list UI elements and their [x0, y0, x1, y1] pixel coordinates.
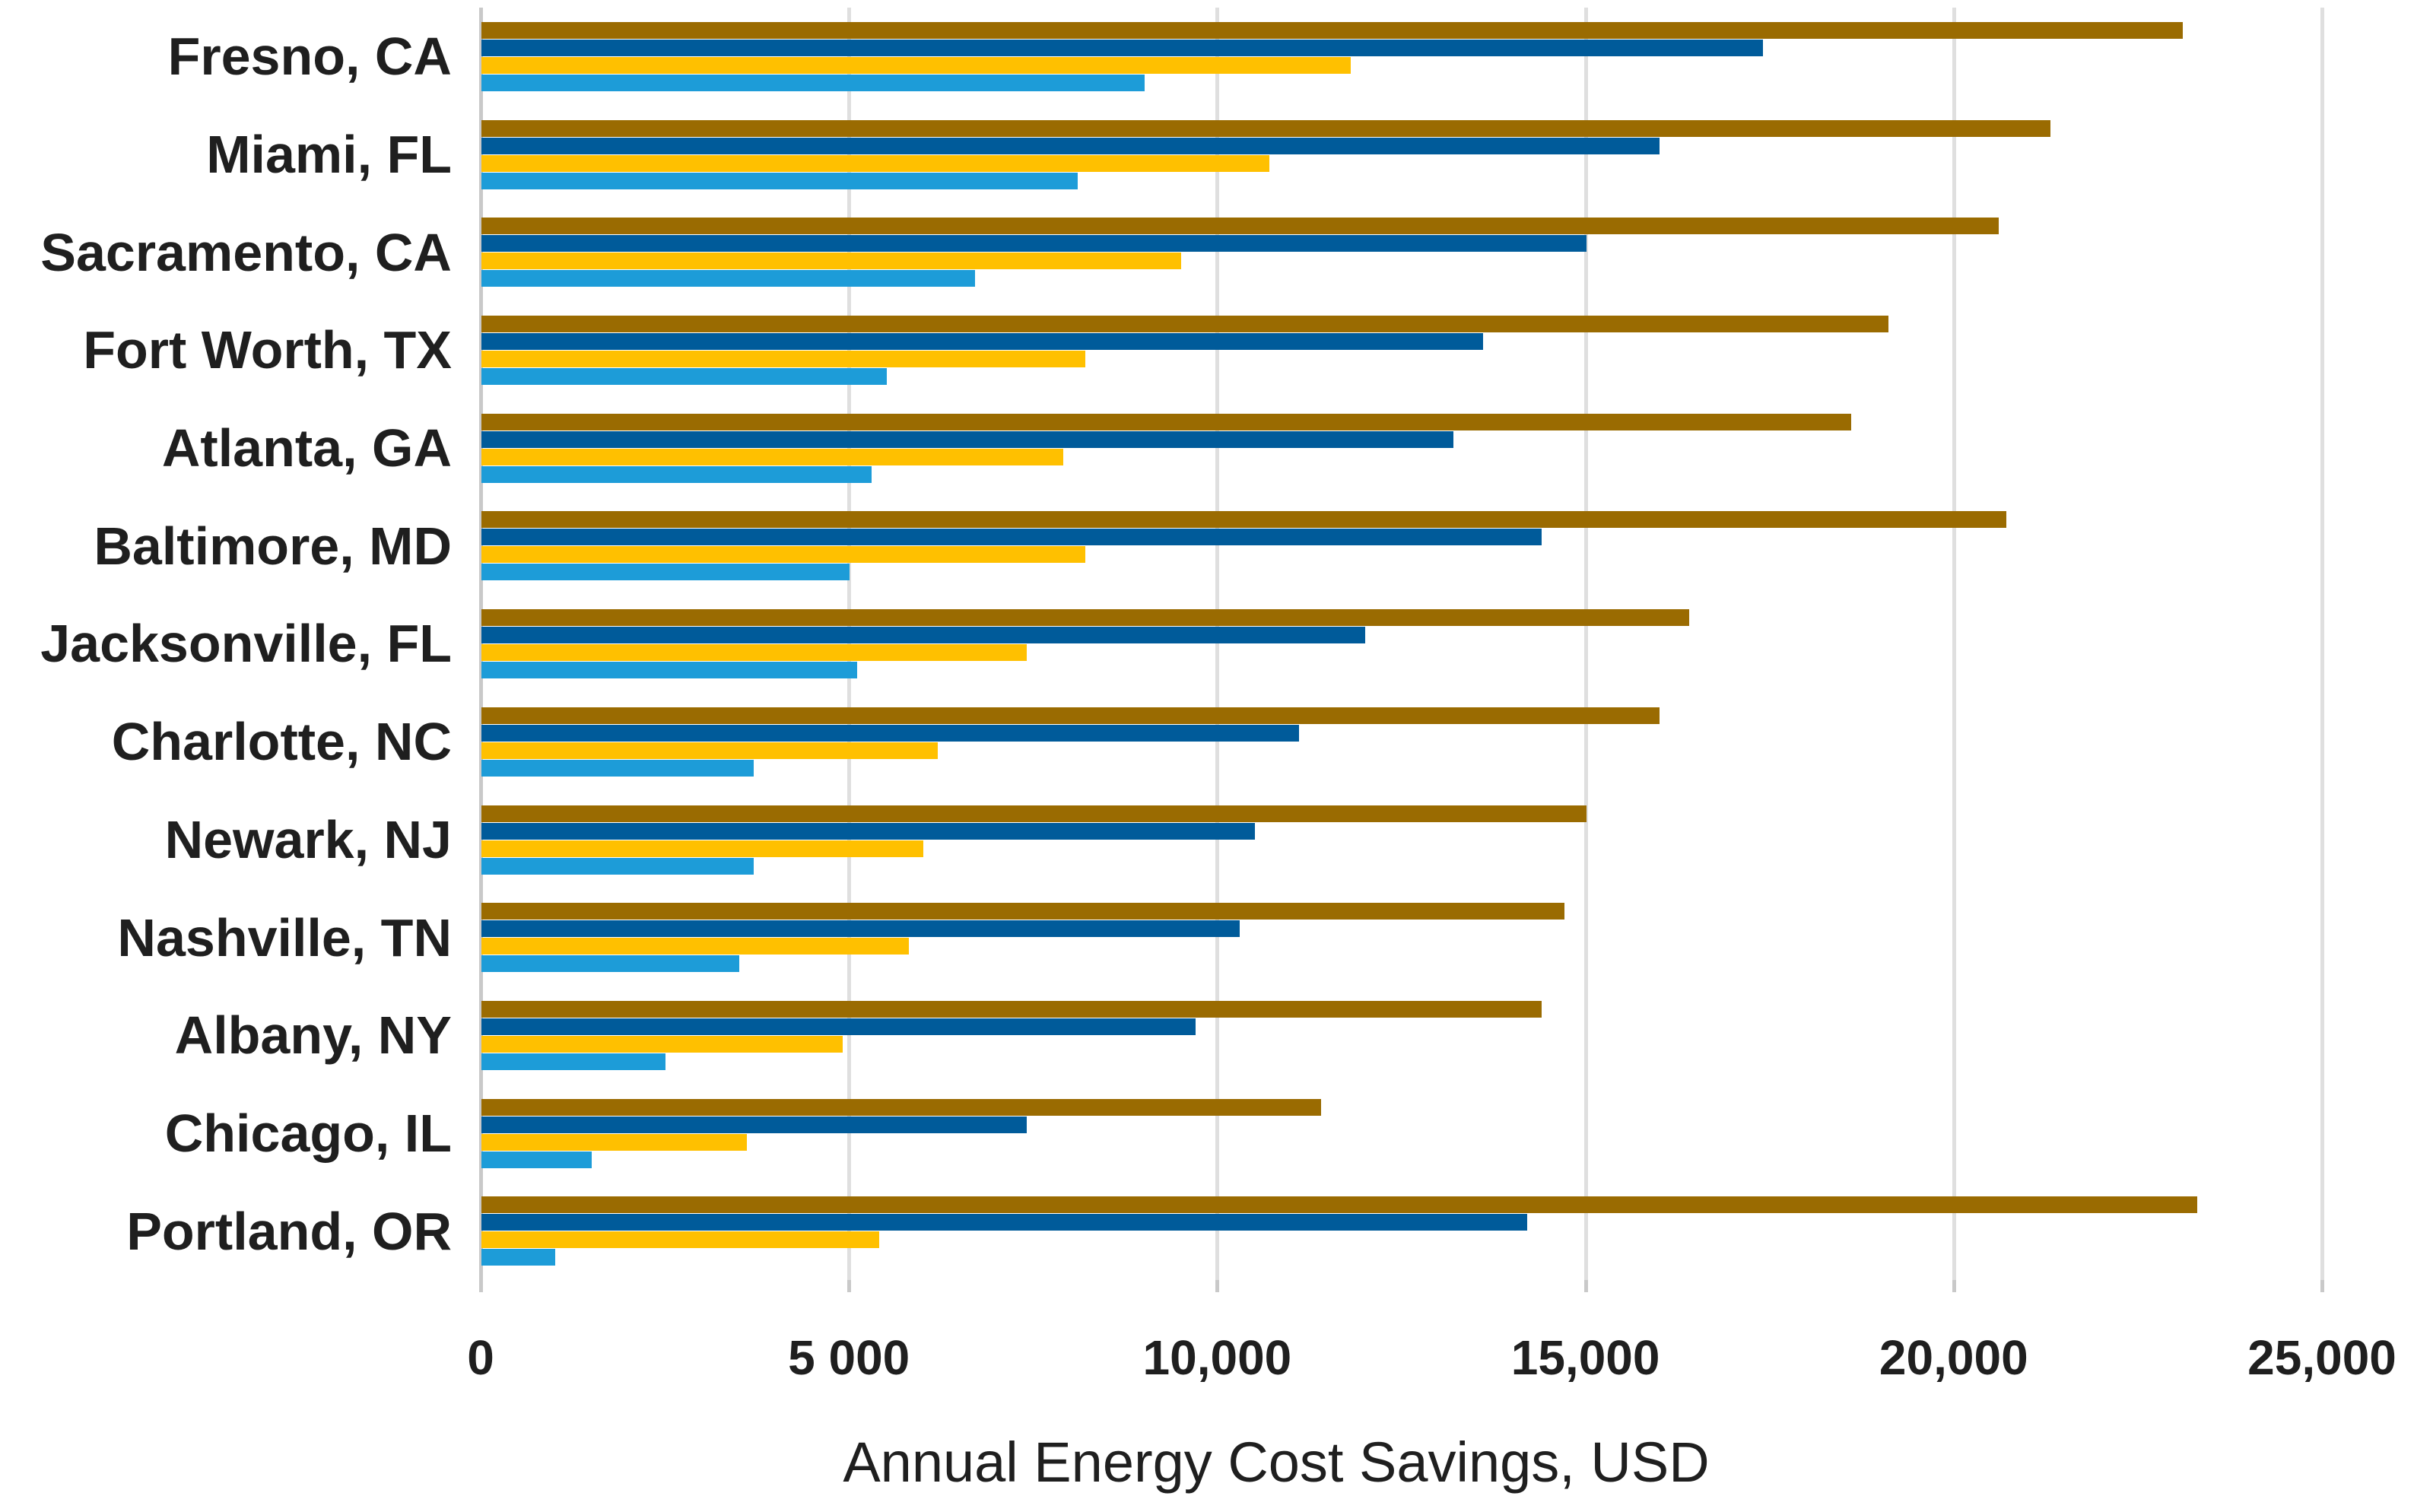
bar-series-1-dark-gold — [481, 805, 1587, 822]
gridline — [1952, 8, 1956, 1280]
bar-series-4-light-blue — [481, 955, 739, 973]
y-axis-label: Nashville, TN — [117, 907, 452, 967]
bar-series-4-light-blue — [481, 662, 857, 679]
bar-series-1-dark-gold — [481, 609, 1689, 627]
bar-series-1-dark-gold — [481, 413, 1851, 430]
bar-series-1-dark-gold — [481, 1196, 2197, 1214]
bar-series-2-dark-blue — [481, 1116, 1027, 1133]
bar-series-1-dark-gold — [481, 707, 1660, 724]
bar-series-3-gold — [481, 253, 1181, 270]
bar-series-2-dark-blue — [481, 137, 1660, 154]
gridline — [1215, 8, 1220, 1280]
x-tick-mark — [1215, 1280, 1220, 1292]
bar-series-4-light-blue — [481, 75, 1145, 91]
x-tick-label: 0 — [467, 1330, 494, 1385]
bar-series-1-dark-gold — [481, 511, 2006, 529]
x-tick-mark — [1952, 1280, 1956, 1292]
bar-series-4-light-blue — [481, 1249, 555, 1266]
bar-series-2-dark-blue — [481, 822, 1255, 840]
y-axis-label: Fresno, CA — [167, 27, 452, 87]
y-axis-label: Fort Worth, TX — [83, 320, 452, 380]
x-axis-title: Annual Energy Cost Savings, USD — [843, 1431, 1710, 1494]
bar-series-4-light-blue — [481, 564, 850, 581]
bar-series-2-dark-blue — [481, 529, 1542, 546]
bar-series-1-dark-gold — [481, 316, 1888, 333]
bar-series-4-light-blue — [481, 759, 754, 777]
gridline — [2320, 8, 2324, 1280]
bar-series-4-light-blue — [481, 270, 975, 287]
bar-series-3-gold — [481, 154, 1269, 172]
y-axis-label: Charlotte, NC — [111, 712, 452, 772]
bar-series-4-light-blue — [481, 465, 872, 483]
bar-series-1-dark-gold — [481, 22, 2183, 39]
bar-series-4-light-blue — [481, 368, 887, 386]
y-axis-label: Portland, OR — [126, 1201, 452, 1261]
bar-series-2-dark-blue — [481, 1214, 1527, 1231]
y-axis-label: Newark, NJ — [164, 809, 452, 869]
x-tick-label: 20,000 — [1879, 1330, 2028, 1385]
bar-series-2-dark-blue — [481, 1018, 1196, 1035]
x-tick-label: 5 000 — [788, 1330, 910, 1385]
bar-series-3-gold — [481, 938, 909, 955]
bar-series-3-gold — [481, 1133, 747, 1151]
bar-series-2-dark-blue — [481, 920, 1240, 938]
bar-series-1-dark-gold — [481, 1098, 1321, 1116]
bar-series-3-gold — [481, 57, 1351, 74]
y-axis-line — [479, 8, 483, 1280]
bar-series-2-dark-blue — [481, 430, 1453, 448]
y-axis-label: Atlanta, GA — [161, 418, 452, 478]
y-axis-label: Albany, NY — [174, 1005, 452, 1066]
gridline — [847, 8, 852, 1280]
bar-series-2-dark-blue — [481, 724, 1299, 742]
bar-series-2-dark-blue — [481, 627, 1365, 644]
x-tick-mark — [847, 1280, 852, 1292]
bar-series-4-light-blue — [481, 857, 754, 875]
bar-series-1-dark-gold — [481, 119, 2050, 137]
bar-series-1-dark-gold — [481, 1000, 1542, 1018]
x-tick-mark — [2320, 1280, 2324, 1292]
x-tick-mark — [1583, 1280, 1588, 1292]
y-axis-label: Baltimore, MD — [94, 516, 452, 576]
bar-series-2-dark-blue — [481, 40, 1763, 56]
bar-series-3-gold — [481, 644, 1027, 662]
bar-series-2-dark-blue — [481, 235, 1587, 253]
bar-series-3-gold — [481, 546, 1085, 564]
bar-series-3-gold — [481, 351, 1085, 368]
x-tick-label: 10,000 — [1142, 1330, 1292, 1385]
bar-series-3-gold — [481, 1035, 843, 1053]
y-axis-label: Jacksonville, FL — [40, 614, 452, 674]
bar-series-3-gold — [481, 840, 923, 857]
bar-series-3-gold — [481, 742, 938, 759]
bar-series-4-light-blue — [481, 1151, 592, 1168]
y-axis-label: Miami, FL — [206, 125, 452, 185]
bar-series-1-dark-gold — [481, 903, 1564, 920]
bar-series-2-dark-blue — [481, 333, 1483, 351]
bar-series-4-light-blue — [481, 172, 1078, 189]
bar-series-3-gold — [481, 1231, 879, 1249]
bar-series-4-light-blue — [481, 1053, 665, 1070]
y-axis-label: Sacramento, CA — [40, 222, 452, 282]
bar-series-1-dark-gold — [481, 218, 1999, 235]
x-tick-label: 25,000 — [2247, 1330, 2396, 1385]
y-axis-label: Chicago, IL — [164, 1103, 452, 1163]
x-tick-label: 15,000 — [1510, 1330, 1660, 1385]
gridline — [1583, 8, 1588, 1280]
bar-series-3-gold — [481, 448, 1063, 465]
x-tick-mark — [479, 1280, 483, 1292]
